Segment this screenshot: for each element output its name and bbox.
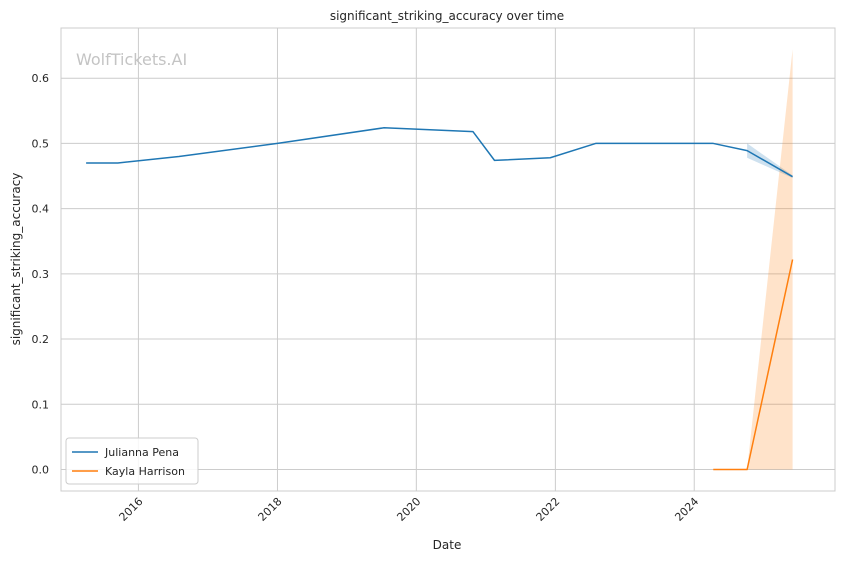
grid xyxy=(61,28,835,491)
legend-entry: Kayla Harrison xyxy=(105,465,185,478)
chart-title: significant_striking_accuracy over time xyxy=(330,9,564,23)
x-tick-label: 2016 xyxy=(117,495,146,524)
y-tick-label: 0.0 xyxy=(32,463,50,476)
x-axis-ticks: 2016 2018 2020 2022 2024 xyxy=(117,495,702,524)
x-tick-label: 2022 xyxy=(534,495,563,524)
series-line xyxy=(86,127,793,178)
plot-area xyxy=(60,27,836,492)
series-lines xyxy=(86,127,794,471)
y-tick-label: 0.1 xyxy=(32,398,50,411)
legend: Julianna Pena Kayla Harrison xyxy=(65,437,199,485)
y-tick-label: 0.6 xyxy=(32,72,50,85)
legend-box xyxy=(65,437,199,485)
y-axis-label: significant_striking_accuracy xyxy=(9,173,23,346)
confidence-band xyxy=(747,49,793,470)
watermark: WolfTickets.AI xyxy=(76,50,187,69)
y-tick-label: 0.5 xyxy=(32,137,50,150)
x-tick-label: 2020 xyxy=(394,495,423,524)
y-tick-label: 0.3 xyxy=(32,268,50,281)
y-tick-label: 0.4 xyxy=(32,203,50,216)
x-tick-label: 2018 xyxy=(256,495,285,524)
legend-entry: Julianna Pena xyxy=(104,446,179,459)
x-axis-label: Date xyxy=(433,538,462,552)
series-line xyxy=(713,259,794,471)
y-axis-ticks: 0.0 0.1 0.2 0.3 0.4 0.5 0.6 xyxy=(32,72,50,476)
x-tick-label: 2024 xyxy=(672,495,701,524)
y-tick-label: 0.2 xyxy=(32,333,50,346)
